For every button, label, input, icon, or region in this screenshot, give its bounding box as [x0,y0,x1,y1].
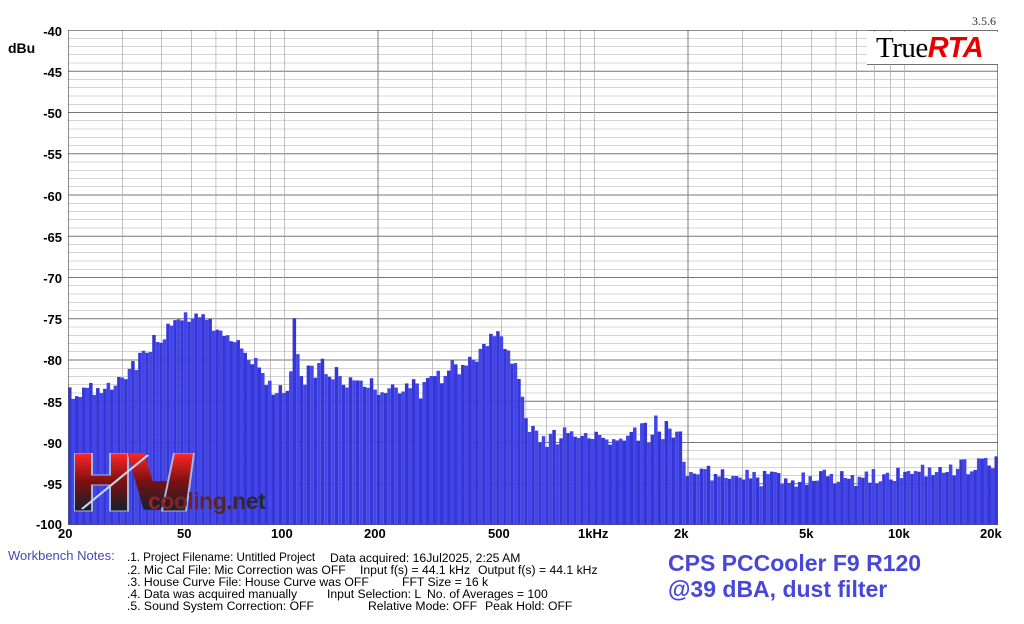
svg-text:cooling.net: cooling.net [148,489,266,514]
